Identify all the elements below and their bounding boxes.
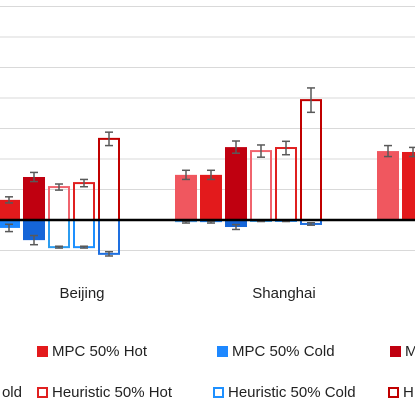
x-tick-label: Beijing xyxy=(59,285,104,302)
error-bar xyxy=(182,169,190,181)
error-bar xyxy=(30,171,38,183)
error-bar xyxy=(409,146,415,158)
bar xyxy=(225,147,247,220)
bar xyxy=(250,150,272,222)
error-bar xyxy=(105,131,113,147)
error-bar xyxy=(307,87,315,114)
error-bar xyxy=(207,169,215,181)
error-bar xyxy=(282,140,290,156)
bar xyxy=(98,219,120,255)
error-bar xyxy=(384,144,392,158)
legend-marker xyxy=(37,346,48,357)
bar xyxy=(73,182,95,221)
legend-marker xyxy=(390,346,401,357)
legend-marker xyxy=(37,387,48,398)
error-bar xyxy=(232,140,240,154)
error-bar xyxy=(5,223,13,233)
bar xyxy=(23,220,45,241)
error-bar xyxy=(55,245,63,249)
legend-label: Heuristic 50% Hot xyxy=(52,384,173,401)
legend-marker xyxy=(388,387,399,398)
bar xyxy=(300,99,322,221)
bar xyxy=(200,174,222,220)
error-bar xyxy=(182,220,190,224)
bar xyxy=(175,174,197,220)
bar xyxy=(48,219,70,249)
error-bar xyxy=(80,178,88,188)
bar xyxy=(0,199,20,220)
bar xyxy=(377,151,399,220)
error-bar xyxy=(232,223,240,231)
error-bar xyxy=(30,234,38,246)
legend-label: Heuristic 50% Cold xyxy=(228,384,356,401)
bar xyxy=(98,137,120,221)
bar xyxy=(402,151,415,220)
legend-marker xyxy=(213,387,224,398)
error-bar xyxy=(80,245,88,249)
bar xyxy=(48,186,70,221)
x-tick-label: Shanghai xyxy=(252,285,315,302)
error-bar xyxy=(257,144,265,158)
error-bar xyxy=(55,183,63,191)
bar xyxy=(23,176,45,220)
error-bar xyxy=(207,220,215,224)
legend-label: MPC 50% Cold xyxy=(232,343,335,360)
legend-label: H xyxy=(403,384,414,401)
error-bar xyxy=(5,196,13,204)
legend-marker xyxy=(217,346,228,357)
legend-label: old xyxy=(2,384,22,401)
bar xyxy=(73,219,95,249)
error-bar xyxy=(307,221,315,226)
error-bar xyxy=(105,250,113,257)
bar xyxy=(225,220,247,228)
legend-label: M xyxy=(405,343,415,360)
legend-label: MPC 50% Hot xyxy=(52,343,148,360)
